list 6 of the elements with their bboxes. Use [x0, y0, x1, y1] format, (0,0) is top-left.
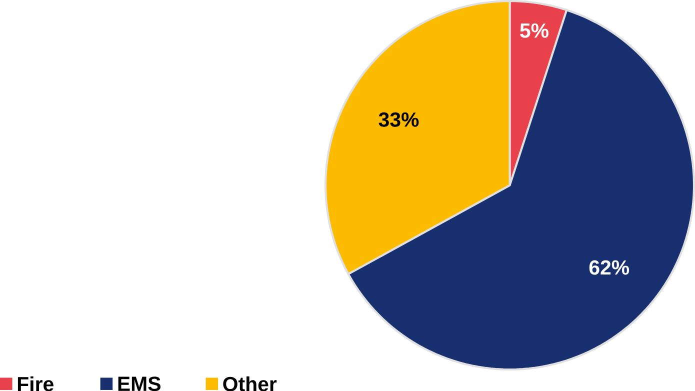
data-label: 62% — [589, 260, 630, 275]
data-label: 33% — [378, 112, 419, 127]
legend-label: EMS — [118, 376, 160, 391]
legend-label: Fire — [18, 376, 54, 391]
data-label: 5% — [520, 23, 548, 38]
legend-label: Other — [223, 376, 277, 391]
